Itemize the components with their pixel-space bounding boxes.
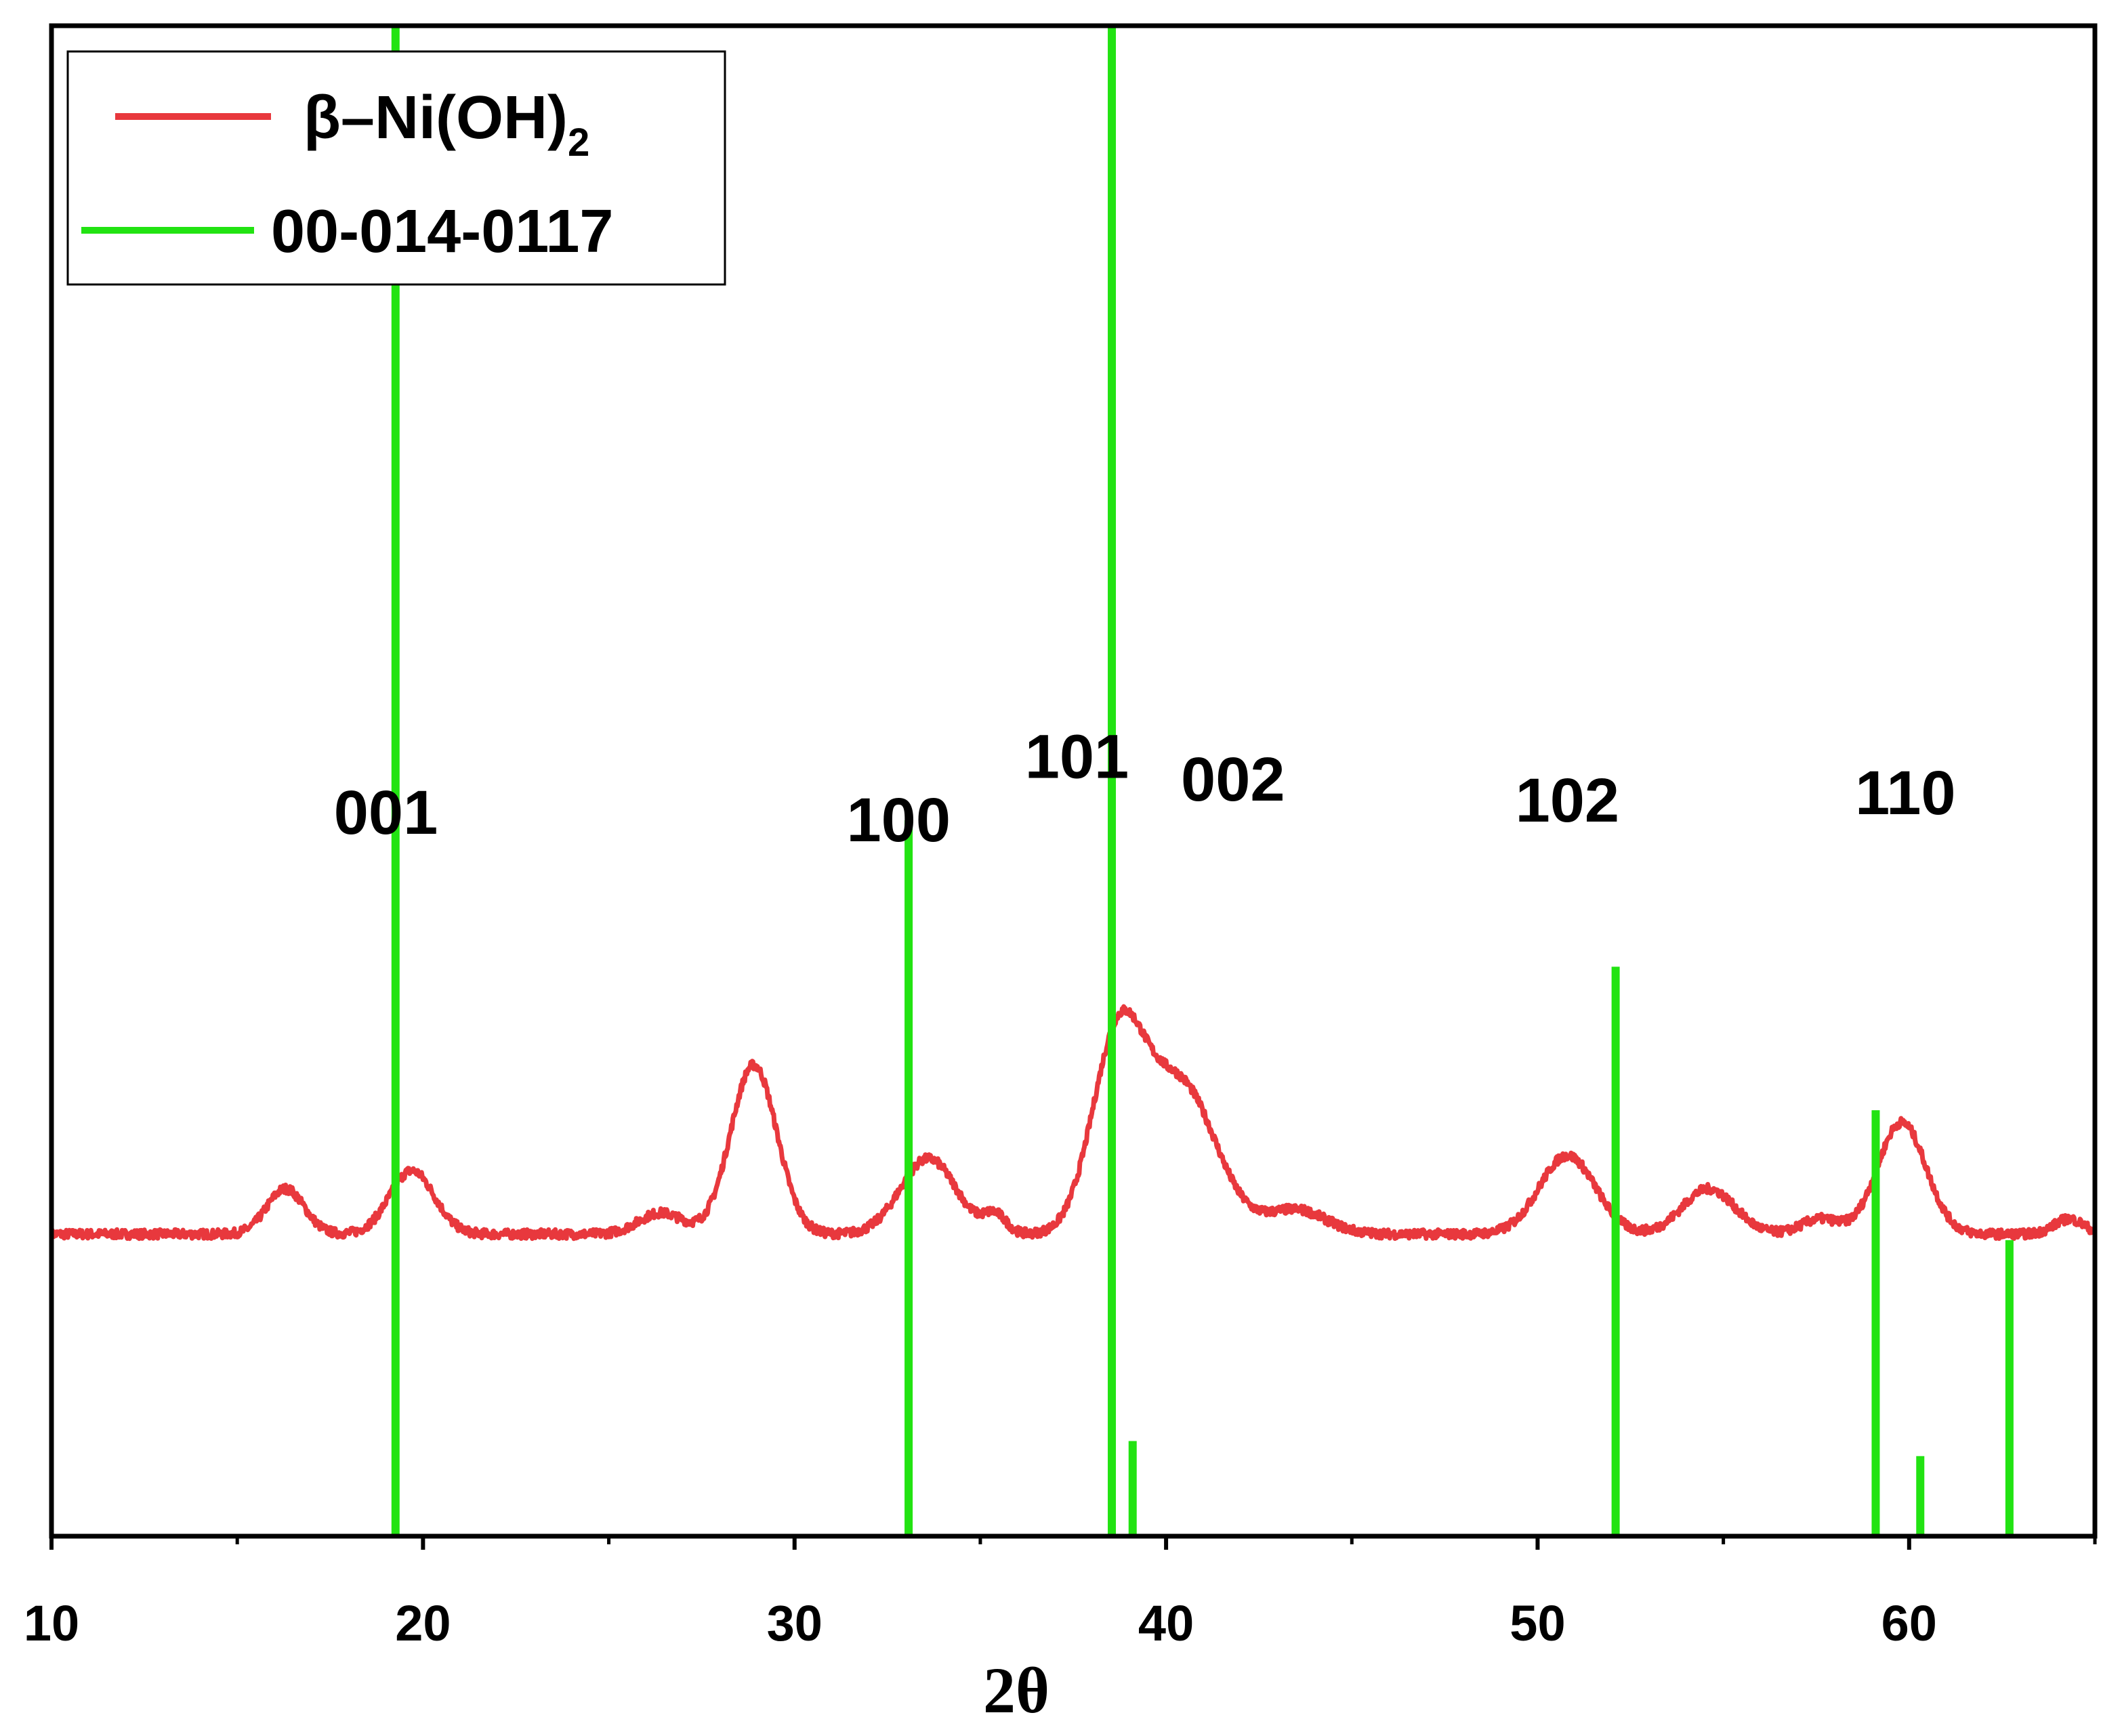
peak-label: 110 bbox=[1855, 759, 1955, 828]
peak-label: 102 bbox=[1516, 766, 1620, 835]
x-axis: 10 20 30 40 50 60 bbox=[24, 1536, 2097, 1651]
x-tick-label: 50 bbox=[1510, 1595, 1565, 1651]
x-tick-label: 40 bbox=[1138, 1595, 1194, 1651]
plot-frame bbox=[49, 23, 2098, 1539]
peak-label: 001 bbox=[334, 778, 438, 847]
x-tick-label: 30 bbox=[767, 1595, 823, 1651]
peak-label: 100 bbox=[847, 786, 951, 855]
peak-label: 101 bbox=[1025, 723, 1129, 792]
x-axis-label: 2θ bbox=[983, 1654, 1049, 1727]
legend-label-sample: β–Ni(OH)2 bbox=[304, 84, 589, 165]
x-tick-label: 60 bbox=[1881, 1595, 1937, 1651]
x-tick-label: 20 bbox=[395, 1595, 451, 1651]
plot-area: 001 100 101 002 102 110 bbox=[49, 26, 2098, 1536]
legend-label-reference: 00-014-0117 bbox=[271, 198, 613, 266]
x-tick-label: 10 bbox=[24, 1595, 79, 1651]
legend-box bbox=[66, 50, 726, 286]
legend: β–Ni(OH)2 00-014-0117 bbox=[66, 50, 726, 286]
peak-label: 002 bbox=[1181, 745, 1285, 814]
